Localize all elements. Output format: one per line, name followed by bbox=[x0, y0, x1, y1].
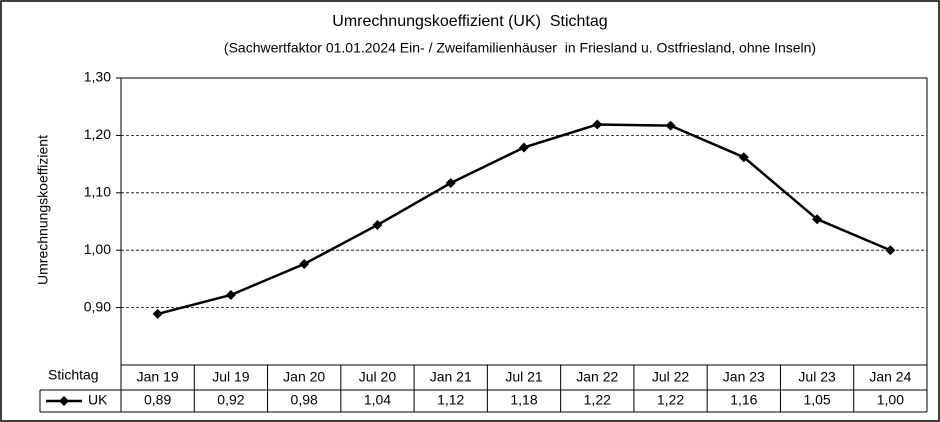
plot-frame bbox=[120, 77, 928, 366]
marker bbox=[812, 214, 823, 225]
table-value: 1,12 bbox=[437, 392, 464, 408]
x-tick-label: Jul 20 bbox=[359, 369, 397, 385]
table-value: 1,04 bbox=[364, 392, 391, 408]
x-tick-label: Jan 19 bbox=[137, 369, 179, 385]
table-value: 0,89 bbox=[144, 392, 171, 408]
marker bbox=[372, 219, 383, 230]
table-value: 1,05 bbox=[803, 392, 830, 408]
x-tick-label: Jan 20 bbox=[283, 369, 325, 385]
marker bbox=[519, 142, 529, 153]
table-header: Stichtag bbox=[48, 367, 99, 383]
table-value: 1,00 bbox=[877, 392, 904, 408]
legend-marker bbox=[59, 396, 69, 406]
table-value: 1,16 bbox=[730, 392, 757, 408]
x-tick-label: Jan 21 bbox=[430, 369, 472, 385]
table-value: 1,22 bbox=[657, 392, 684, 408]
y-axis-label: Umrechnungskoeffizient bbox=[35, 135, 51, 285]
x-tick-label: Jan 22 bbox=[576, 369, 618, 385]
table-value: 1,22 bbox=[584, 392, 611, 408]
chart-subtitle: (Sachwertfaktor 01.01.2024 Ein- / Zweifa… bbox=[224, 40, 816, 56]
legend-label: UK bbox=[88, 392, 108, 408]
table-value: 1,18 bbox=[510, 392, 537, 408]
x-tick-label: Jan 23 bbox=[723, 369, 765, 385]
marker bbox=[299, 258, 310, 269]
table-value: 0,98 bbox=[291, 392, 318, 408]
x-tick-label: Jul 19 bbox=[212, 369, 250, 385]
marker bbox=[665, 120, 676, 131]
x-tick-label: Jul 22 bbox=[652, 369, 690, 385]
y-tick-label: 1,00 bbox=[84, 241, 111, 257]
chart-title: Umrechnungskoeffizient (UK) Stichtag bbox=[332, 13, 607, 30]
marker bbox=[445, 178, 456, 189]
y-tick-label: 1,30 bbox=[84, 69, 111, 85]
x-tick-label: Jan 24 bbox=[869, 369, 911, 385]
marker bbox=[738, 152, 749, 163]
y-tick-label: 1,20 bbox=[84, 126, 111, 142]
marker bbox=[152, 308, 163, 319]
x-tick-label: Jul 21 bbox=[505, 369, 543, 385]
marker bbox=[225, 289, 236, 300]
x-tick-label: Jul 23 bbox=[798, 369, 836, 385]
table-value: 0,92 bbox=[217, 392, 244, 408]
y-tick-label: 1,10 bbox=[84, 184, 111, 200]
marker bbox=[592, 119, 603, 130]
marker bbox=[885, 245, 896, 256]
y-tick-label: 0,90 bbox=[84, 298, 111, 314]
